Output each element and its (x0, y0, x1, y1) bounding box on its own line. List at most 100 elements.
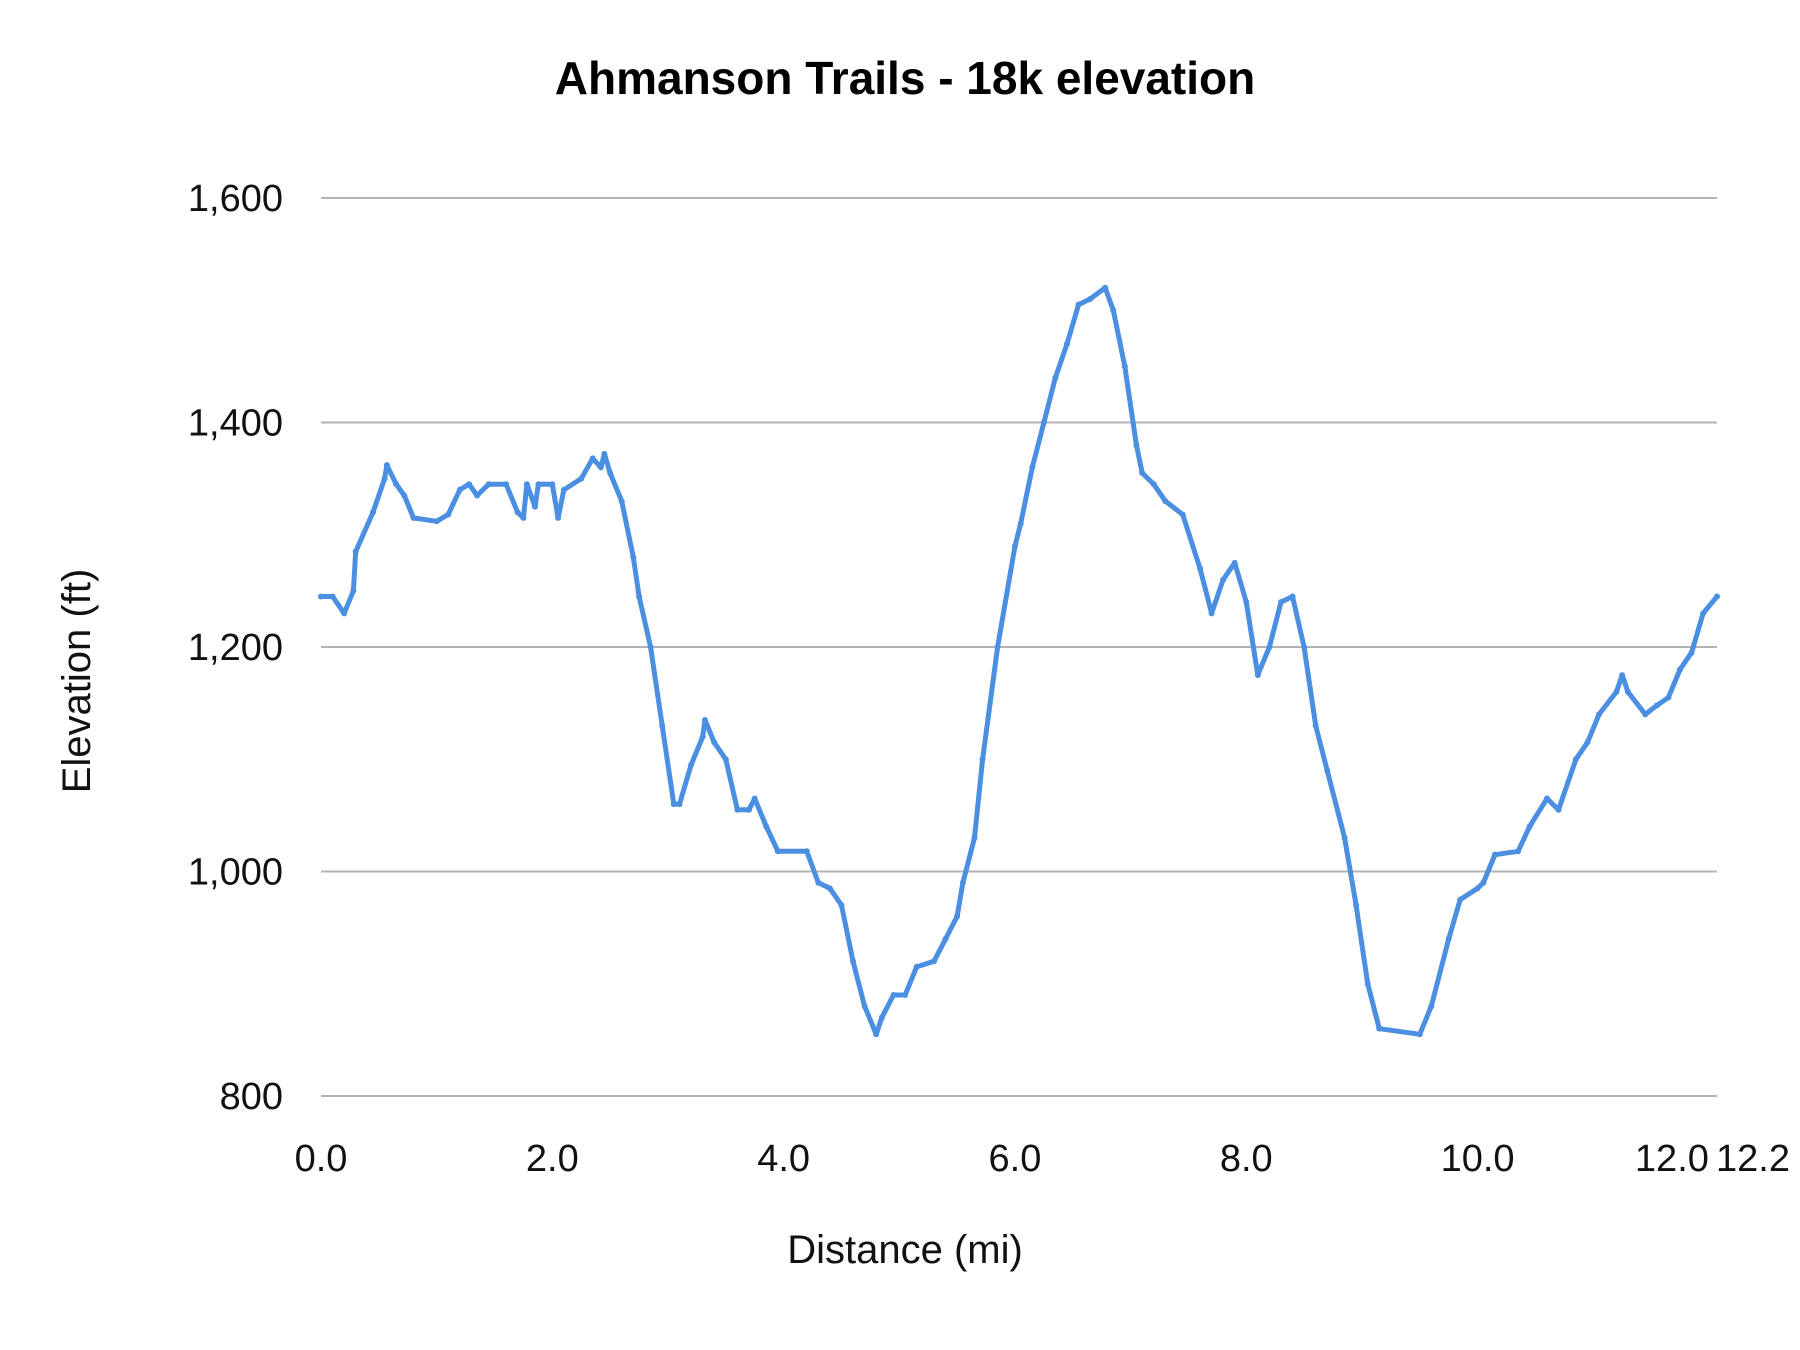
data-point (1017, 520, 1024, 527)
data-point (1474, 885, 1481, 892)
data-point (688, 761, 695, 768)
data-point (1277, 599, 1284, 606)
data-point (1179, 511, 1186, 518)
data-point (560, 486, 567, 493)
data-point (1052, 374, 1059, 381)
y-tick-labels: 800 1,000 1,200 1,400 1,600 (188, 178, 283, 1118)
data-point (1075, 301, 1082, 308)
data-point (520, 514, 527, 521)
data-point (1029, 464, 1036, 471)
data-point (873, 1031, 880, 1038)
data-point (1572, 756, 1579, 763)
data-point (711, 739, 718, 746)
x-tick-label: 0.0 (295, 1138, 348, 1180)
data-point (383, 462, 390, 469)
data-point (959, 879, 966, 886)
data-point (1254, 672, 1261, 679)
x-tick-label: 10.0 (1441, 1138, 1515, 1180)
chart-title: Ahmanson Trails - 18k elevation (555, 52, 1255, 104)
data-point (838, 902, 845, 909)
data-point (381, 475, 388, 482)
data-point (647, 644, 654, 650)
data-point (1480, 879, 1487, 886)
data-point (341, 610, 348, 617)
data-point (1555, 806, 1562, 813)
data-point (630, 554, 637, 561)
data-point (1324, 767, 1331, 774)
data-point (850, 958, 857, 965)
data-point (1087, 296, 1094, 303)
data-point (1353, 902, 1360, 909)
data-point (722, 756, 729, 763)
data-point (803, 848, 810, 855)
data-point (601, 450, 608, 457)
data-point (1416, 1031, 1423, 1038)
x-tick-label: 4.0 (757, 1138, 810, 1180)
data-point (1139, 470, 1146, 477)
data-point (1162, 498, 1169, 505)
x-tick-labels: 0.0 2.0 4.0 6.0 8.0 10.0 12.0 12.2 (295, 1138, 1790, 1180)
data-point (815, 879, 822, 886)
data-point (1040, 419, 1047, 426)
data-point (994, 644, 1001, 650)
data-point (597, 464, 604, 471)
data-point (1653, 702, 1660, 709)
x-tick-label: 8.0 (1220, 1138, 1273, 1180)
data-point (1491, 851, 1498, 858)
data-point (1231, 559, 1238, 566)
data-point (514, 509, 521, 516)
data-point (734, 806, 741, 813)
data-point (555, 514, 562, 521)
x-tick-label: 12.0 (1635, 1138, 1709, 1180)
data-point (531, 503, 538, 510)
data-point (1102, 284, 1109, 291)
data-point (535, 481, 542, 488)
data-point (523, 481, 530, 488)
data-point (433, 518, 440, 525)
data-point (1445, 935, 1452, 942)
data-point (774, 848, 781, 855)
data-point (329, 593, 336, 600)
data-point (1289, 593, 1296, 600)
data-point (607, 470, 614, 477)
data-point (826, 885, 833, 892)
data-point (954, 913, 961, 920)
data-point (1688, 649, 1695, 656)
data-point (1011, 542, 1018, 549)
data-point (1676, 666, 1683, 673)
data-point (1312, 722, 1319, 729)
data-point (676, 801, 683, 808)
data-point (1457, 896, 1464, 903)
data-point (930, 958, 937, 965)
data-point (589, 455, 596, 462)
data-point (1700, 610, 1707, 617)
data-point (1642, 711, 1649, 718)
y-tick-label: 1,600 (188, 178, 283, 220)
data-point (503, 481, 510, 488)
data-point (1133, 441, 1140, 448)
data-point (456, 486, 463, 493)
data-point (1714, 593, 1720, 600)
y-tick-label: 1,400 (188, 403, 283, 445)
data-point (1526, 823, 1533, 830)
data-point (878, 1014, 885, 1021)
data-point (466, 481, 473, 488)
data-point (745, 806, 752, 813)
data-point (861, 1003, 868, 1010)
data-point (636, 593, 643, 600)
data-point (1197, 565, 1204, 572)
data-point (1063, 340, 1070, 347)
data-point (670, 801, 677, 808)
data-point (1624, 688, 1631, 695)
data-point (1376, 1025, 1383, 1032)
data-point (352, 548, 359, 555)
data-point (1341, 834, 1348, 841)
data-point (1220, 576, 1227, 583)
data-point (1364, 980, 1371, 987)
data-point (751, 795, 758, 802)
data-point (659, 722, 666, 729)
data-point (1243, 599, 1250, 606)
y-tick-label: 1,200 (188, 627, 283, 669)
x-tick-label: 12.2 (1716, 1138, 1790, 1180)
